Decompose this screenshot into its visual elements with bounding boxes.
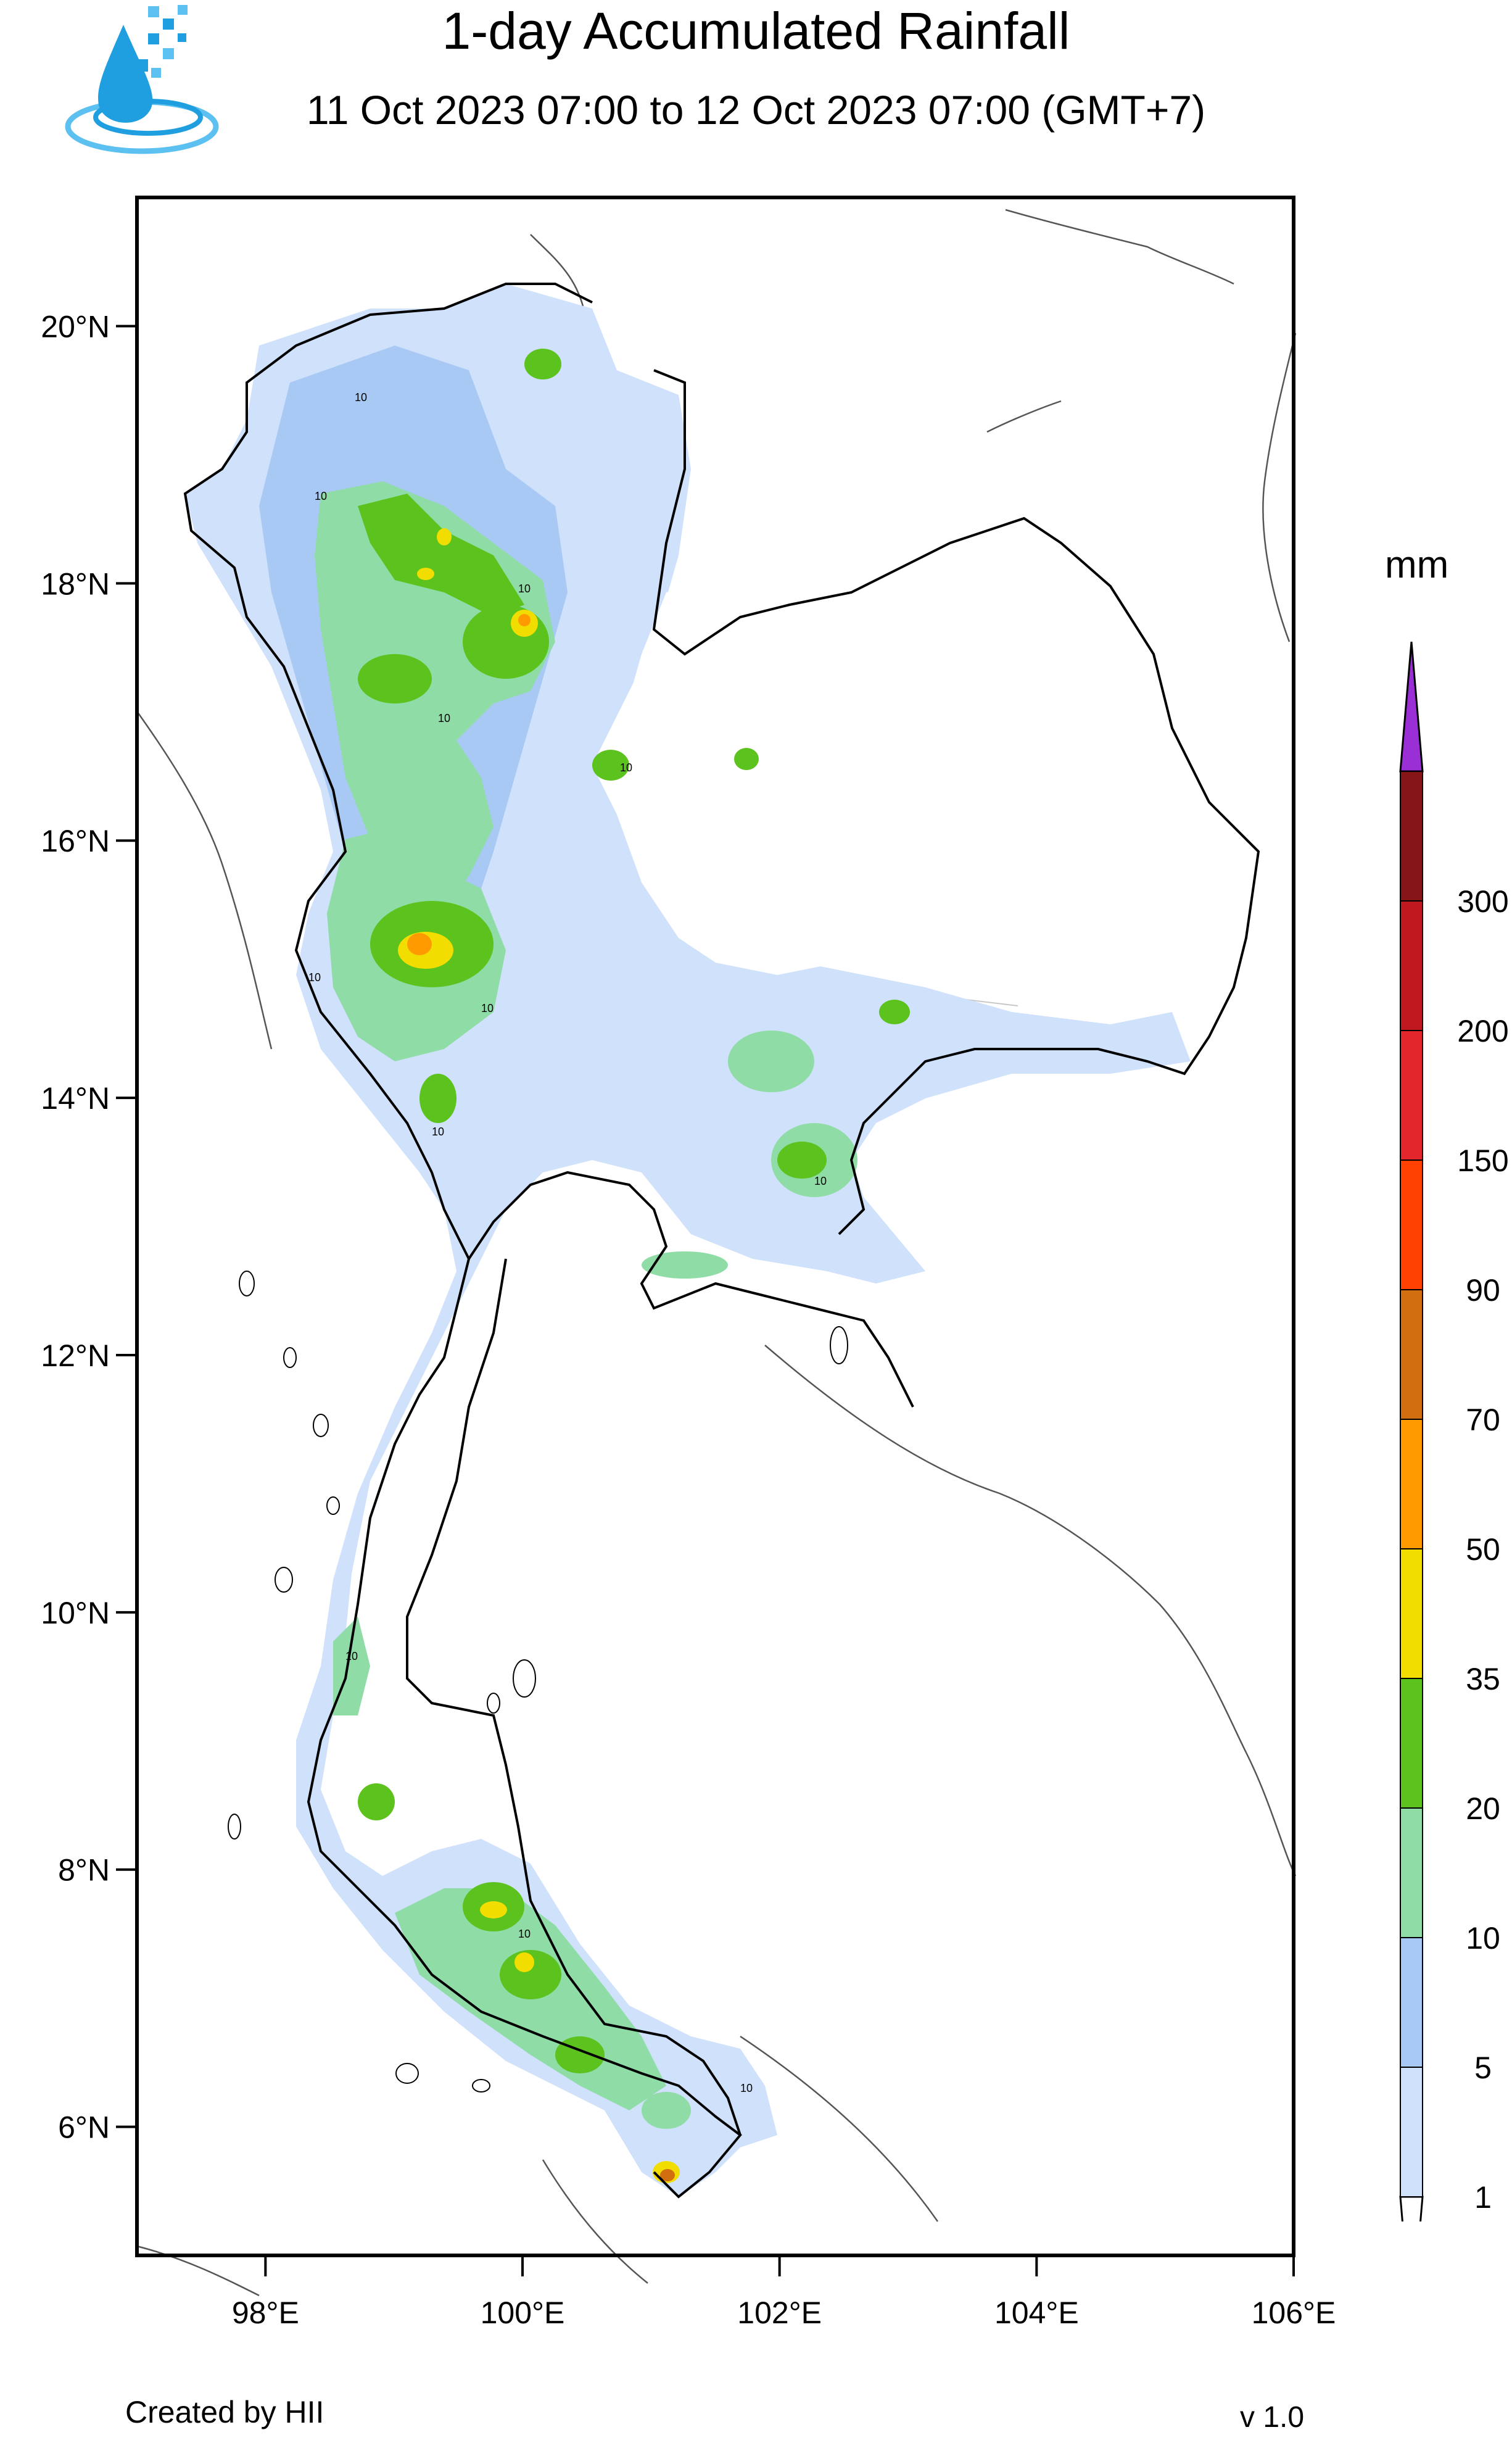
contour-label: 10 [432,1126,444,1138]
contour-labels: 10 10 10 10 10 10 10 10 10 10 10 10 [308,391,827,2094]
heavy-rain-chanthaburi [777,1142,827,1179]
legend-level-label: 35 [1466,1662,1500,1696]
legend-level-label: 10 [1466,1921,1500,1956]
longitude-axis: 98°E 100°E 102°E 104°E 106°E [232,2255,1336,2330]
very-heavy-rain-south [480,1901,507,1918]
green-patch-trat [642,2092,691,2129]
legend-unit: mm [1385,544,1449,586]
intense-rain-uttaradit [518,614,531,626]
contour-label: 10 [438,712,450,724]
legend-level-label: 150 [1457,1143,1508,1178]
legend-swatch [1400,1548,1423,1679]
legend-swatch [1400,771,1423,902]
contour-label: 10 [315,490,327,502]
lon-tick-label: 104°E [994,2296,1079,2330]
legend-level-label: 200 [1457,1014,1508,1048]
legend-level-label: 5 [1474,2051,1492,2085]
green-patch-west [333,1617,370,1715]
thailand-rainfall-shading: 10 10 10 10 10 10 10 10 10 10 10 10 [185,284,1234,2197]
lat-tick-label: 20°N [41,309,110,344]
legend-swatch [1400,900,1423,1031]
green-patch-coast [642,1251,728,1279]
heavy-rain-nan [524,349,561,380]
lat-tick-label: 8°N [58,1853,110,1888]
islands [228,1271,848,2093]
green-patch-central [728,1031,814,1092]
contour-label: 10 [814,1175,827,1187]
legend-level-label: 1 [1474,2180,1492,2215]
heavy-rain-lampang [463,605,549,679]
hii-logo [65,5,219,154]
very-heavy-rain-north-a [437,528,452,545]
lat-tick-label: 14°N [41,1081,110,1116]
legend-swatch [1400,2067,1423,2197]
legend-swatch [1400,1419,1423,1549]
heavy-rain-north [358,494,524,617]
heavy-rain-lamphun [358,654,432,703]
lat-tick-label: 18°N [41,566,110,601]
legend-swatch [1400,1289,1423,1420]
latitude-axis: 20°N 18°N 16°N 14°N 12°N 10°N 8°N 6°N [41,309,137,2145]
version-text: v 1.0 [1240,2401,1305,2434]
neighbor-borders [134,209,1297,2297]
contour-label: 10 [518,1928,531,1940]
legend-swatch [1400,1937,1423,2068]
legend-above-triangle [1399,641,1424,773]
contour-label: 10 [740,2082,753,2094]
legend-below-triangle [1399,2196,1424,2221]
lon-tick-label: 102°E [737,2296,822,2330]
contour-label: 10 [355,391,367,404]
heavy-rain-khonkaen [592,750,629,781]
lat-tick-label: 12°N [41,1338,110,1373]
legend-swatch [1400,1159,1423,1290]
lon-tick-label: 106°E [1252,2296,1336,2330]
legend-level-label: 90 [1466,1273,1500,1308]
map-subtitle: 11 Oct 2023 07:00 to 12 Oct 2023 07:00 (… [306,87,1206,133]
lat-tick-label: 6°N [58,2110,110,2145]
lon-tick-label: 98°E [232,2296,299,2330]
heavy-rain-petchaburi [358,1783,395,1820]
intense-rain-narathiwat [660,2169,675,2181]
lon-tick-label: 100°E [481,2296,565,2330]
heavy-rain-satun [555,2036,605,2073]
rainfall-legend: 300 200 150 90 70 50 35 20 10 5 1 [1399,641,1509,2221]
white-gap-northeast [617,555,1234,1000]
very-heavy-rain-north-b [417,568,434,580]
lat-tick-label: 16°N [41,824,110,858]
credit-text: Created by HII [125,2395,324,2429]
legend-swatch [1400,1807,1423,1938]
thailand-coastline [183,283,1260,2199]
map-frame [135,196,1295,2257]
heavy-rain-surin [879,1000,910,1024]
heavy-rain-kanchanaburi [419,1074,456,1123]
legend-swatch [1400,1678,1423,1809]
legend-swatch [1400,1030,1423,1161]
legend-level-label: 20 [1466,1791,1500,1826]
legend-level-label: 300 [1457,884,1508,919]
contour-label: 10 [620,761,632,774]
legend-level-label: 70 [1466,1403,1500,1437]
intense-rain-tak [407,933,432,955]
contour-label: 10 [308,971,321,984]
lat-tick-label: 10°N [41,1596,110,1630]
contour-label: 10 [518,583,531,595]
very-heavy-rain-trang [514,1952,534,1972]
legend-level-label: 50 [1466,1532,1500,1567]
heavy-rain-udon [734,748,759,770]
map-title: 1-day Accumulated Rainfall [442,2,1070,60]
contour-label: 10 [481,1002,494,1014]
